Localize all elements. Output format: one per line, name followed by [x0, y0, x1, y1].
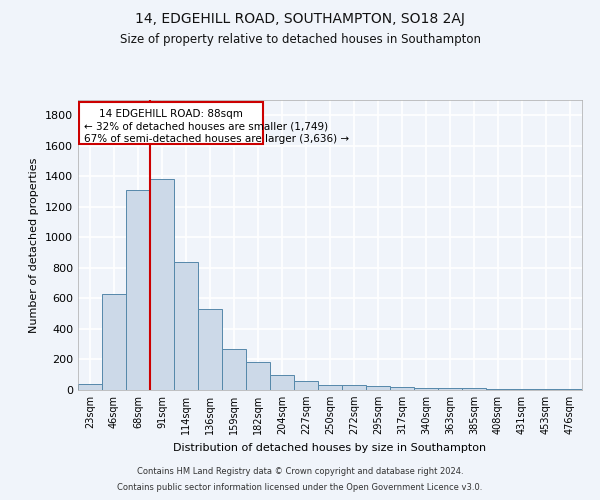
- Text: 67% of semi-detached houses are larger (3,636) →: 67% of semi-detached houses are larger (…: [84, 134, 349, 144]
- Bar: [366, 386, 390, 390]
- Text: 14 EDGEHILL ROAD: 88sqm: 14 EDGEHILL ROAD: 88sqm: [99, 109, 243, 119]
- Text: Size of property relative to detached houses in Southampton: Size of property relative to detached ho…: [119, 32, 481, 46]
- Bar: [486, 389, 510, 390]
- X-axis label: Distribution of detached houses by size in Southampton: Distribution of detached houses by size …: [173, 442, 487, 452]
- Bar: [79, 102, 263, 143]
- Bar: [270, 374, 294, 390]
- Text: 14, EDGEHILL ROAD, SOUTHAMPTON, SO18 2AJ: 14, EDGEHILL ROAD, SOUTHAMPTON, SO18 2AJ: [135, 12, 465, 26]
- Bar: [102, 294, 126, 390]
- Bar: [462, 388, 486, 390]
- Bar: [414, 388, 438, 390]
- Bar: [78, 384, 102, 390]
- Bar: [318, 386, 342, 390]
- Y-axis label: Number of detached properties: Number of detached properties: [29, 158, 40, 332]
- Bar: [222, 349, 246, 390]
- Bar: [558, 389, 582, 390]
- Bar: [510, 389, 534, 390]
- Text: Contains public sector information licensed under the Open Government Licence v3: Contains public sector information licen…: [118, 483, 482, 492]
- Bar: [198, 309, 222, 390]
- Bar: [150, 180, 174, 390]
- Bar: [342, 386, 366, 390]
- Bar: [390, 387, 414, 390]
- Bar: [174, 262, 198, 390]
- Bar: [438, 388, 462, 390]
- Bar: [126, 190, 150, 390]
- Bar: [246, 362, 270, 390]
- Text: Contains HM Land Registry data © Crown copyright and database right 2024.: Contains HM Land Registry data © Crown c…: [137, 467, 463, 476]
- Bar: [534, 389, 558, 390]
- Bar: [294, 381, 318, 390]
- Text: ← 32% of detached houses are smaller (1,749): ← 32% of detached houses are smaller (1,…: [84, 122, 328, 132]
